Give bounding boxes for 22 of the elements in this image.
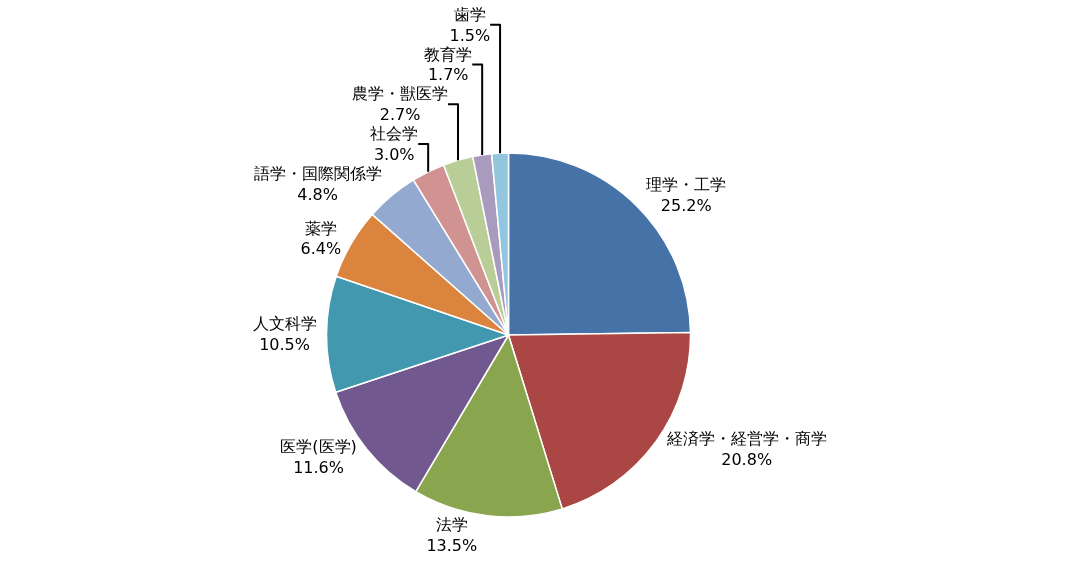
slice-label: 教育学: [424, 44, 473, 64]
slice-label: 理学・工学: [646, 175, 727, 195]
data-label: 1.5%: [449, 25, 491, 45]
data-label: 10.5%: [259, 335, 310, 355]
data-label: 1.7%: [427, 65, 469, 85]
slice-label: 薬学: [304, 218, 337, 238]
slice-label: 語学・国際関係学: [253, 164, 382, 183]
data-label: 2.7%: [379, 105, 421, 125]
data-label: 13.5%: [426, 536, 478, 556]
data-label: 11.6%: [293, 457, 344, 477]
slice-label: 農学・獣医学: [352, 84, 449, 104]
data-label: 4.8%: [297, 184, 338, 204]
data-label: 3.0%: [373, 145, 415, 164]
slice-label: 社会学: [370, 124, 419, 144]
slice-label: 医学(医学): [280, 437, 357, 457]
slice-label: 歯学: [453, 4, 486, 24]
data-label: 20.8%: [721, 449, 773, 469]
slice-label: 人文科学: [252, 314, 317, 334]
slice-label: 経済学・経営学・商学: [665, 429, 827, 448]
data-label: 25.2%: [660, 196, 712, 216]
slice-label: 法学: [435, 515, 468, 535]
data-label: 6.4%: [300, 239, 342, 259]
